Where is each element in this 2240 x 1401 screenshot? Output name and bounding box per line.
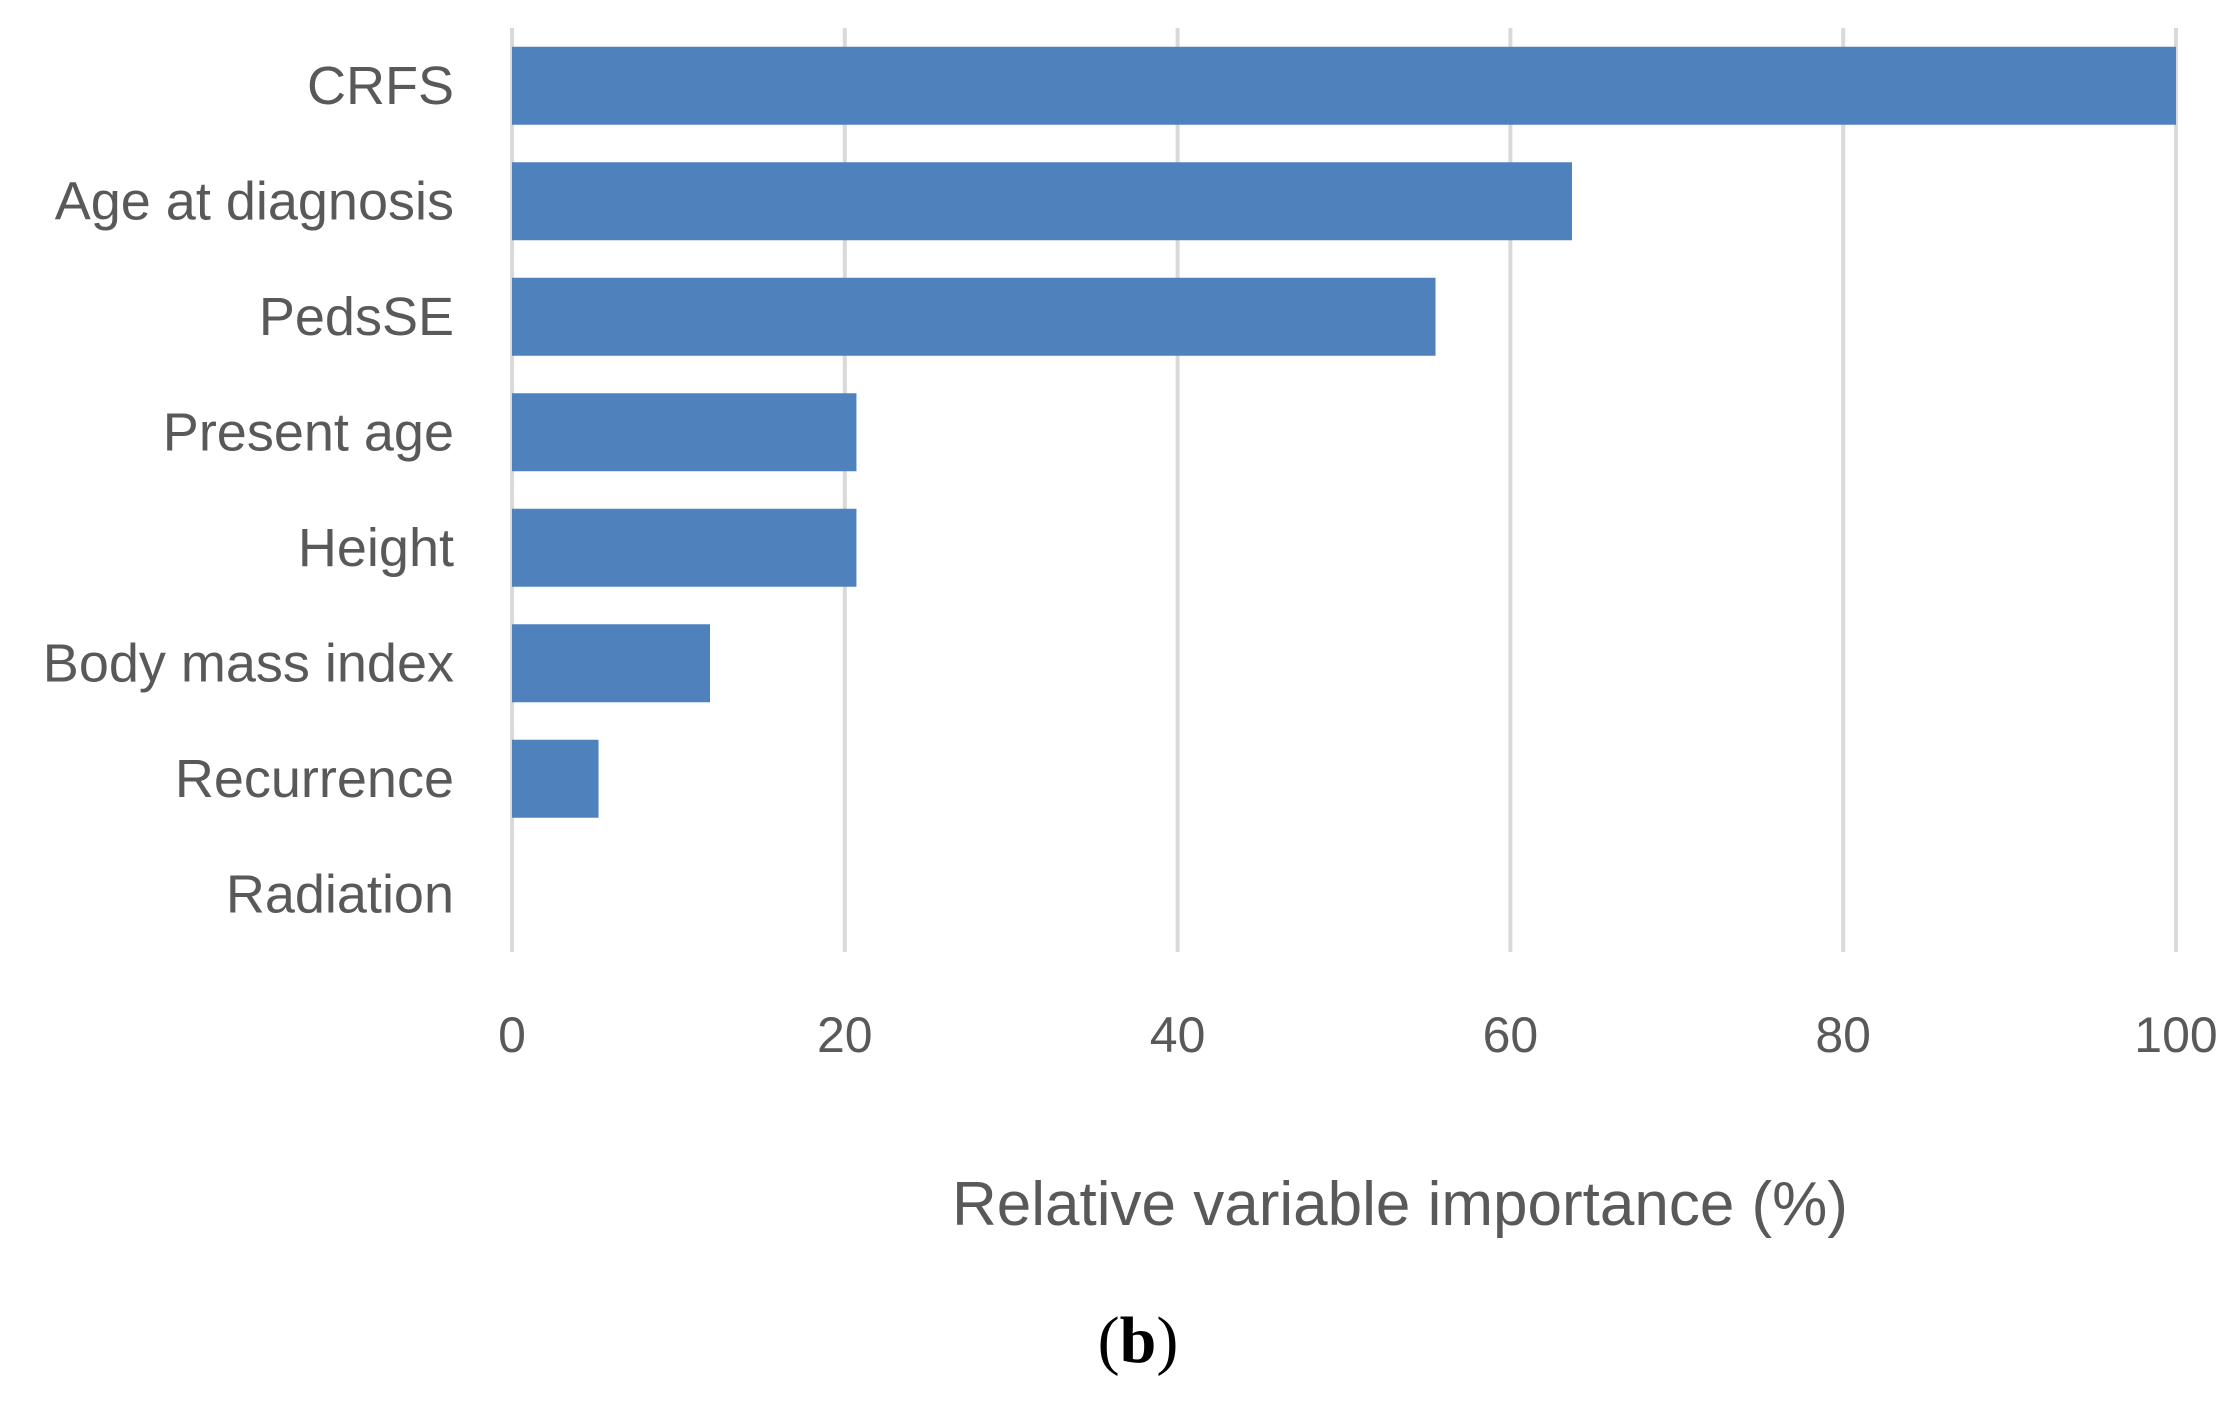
- x-tick-label: 100: [2134, 1007, 2217, 1063]
- category-label: CRFS: [307, 56, 454, 116]
- x-tick-label: 40: [1150, 1007, 1206, 1063]
- bar: [512, 739, 599, 818]
- category-label: Radiation: [226, 864, 454, 924]
- category-labels: CRFS Age at diagnosis PedsSE Present age Hei…: [43, 56, 454, 925]
- panel-label-open: (: [1098, 1304, 1120, 1377]
- x-tick-label: 60: [1483, 1007, 1539, 1063]
- bar: [512, 624, 711, 703]
- category-label: Age at diagnosis: [55, 171, 454, 231]
- bar: [512, 277, 1436, 356]
- bar: [512, 46, 2176, 125]
- category-label: Present age: [163, 402, 454, 462]
- category-label: PedsSE: [259, 287, 454, 347]
- x-tick-label: 80: [1815, 1007, 1871, 1063]
- x-tick-label: 20: [817, 1007, 873, 1063]
- category-label: Body mass index: [43, 633, 454, 693]
- x-tick-labels: 0 20 40 60 80 100: [498, 1007, 2218, 1063]
- panel-label-close: ): [1156, 1304, 1178, 1377]
- bar: [512, 508, 857, 587]
- category-label: Recurrence: [175, 749, 454, 809]
- panel-label-letter: b: [1120, 1304, 1157, 1377]
- category-label: Height: [298, 518, 454, 578]
- x-tick-label: 0: [498, 1007, 526, 1063]
- bar: [512, 393, 857, 472]
- panel-label: (b): [1098, 1304, 1179, 1377]
- bar: [512, 162, 1572, 241]
- bars: [512, 46, 2176, 818]
- x-axis-title: Relative variable importance (%): [952, 1170, 1848, 1239]
